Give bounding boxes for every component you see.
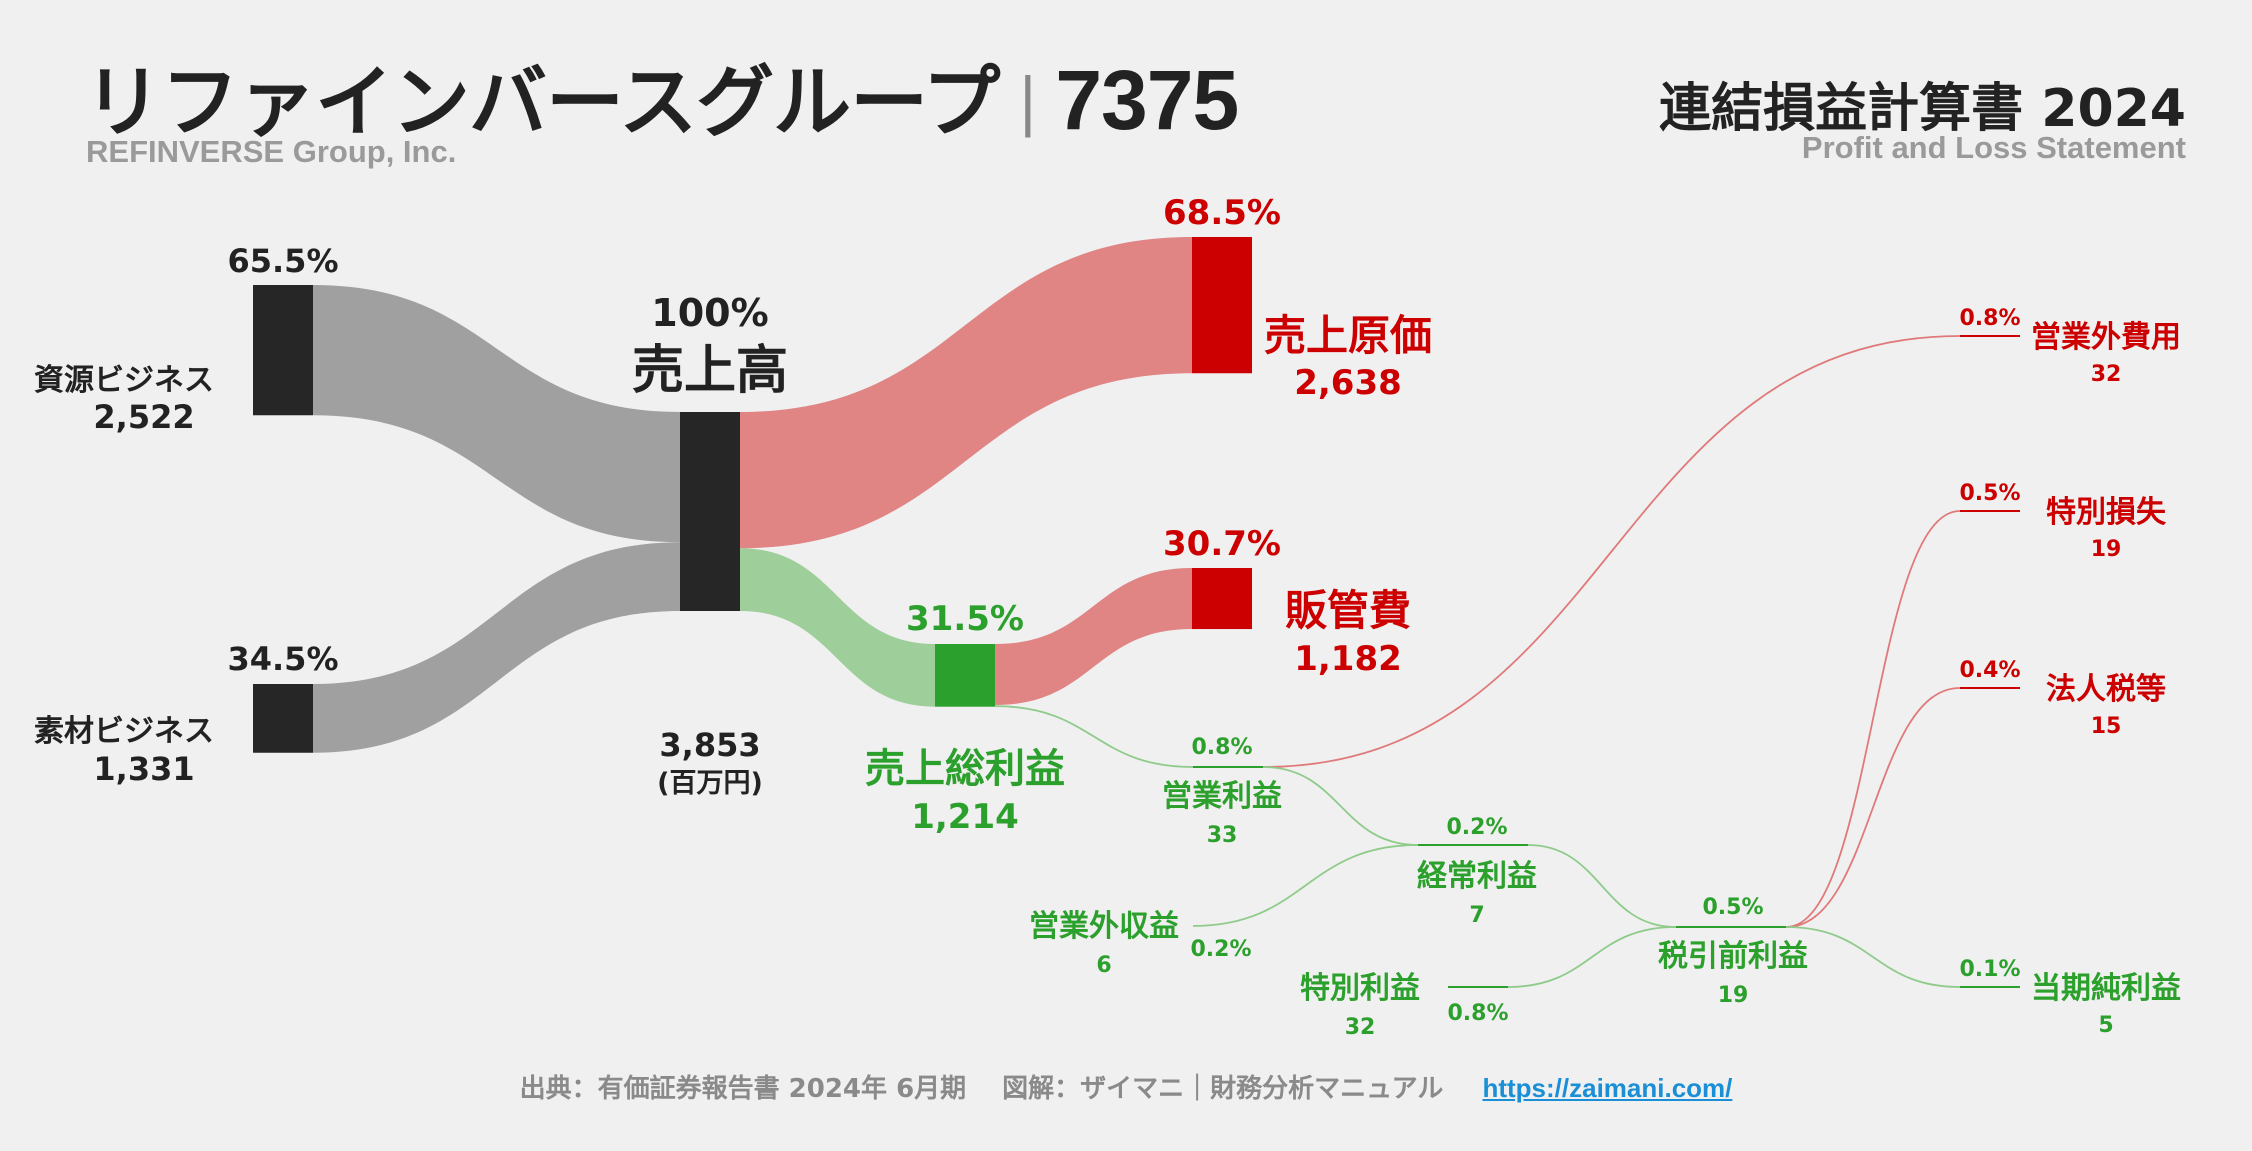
label-value-sozai: 1,331 — [93, 750, 194, 788]
footer-link[interactable]: https://zaimani.com/ — [1482, 1073, 1733, 1103]
node-tax — [1960, 687, 2020, 689]
label-pct-nonop_inc: 0.2% — [1190, 937, 1251, 962]
link-sozai-revenue — [313, 542, 680, 753]
label-pct-net: 0.1% — [1959, 957, 2020, 982]
label-name-nonop_inc: 営業外収益 — [1029, 909, 1179, 944]
node-ordinary — [1418, 844, 1528, 846]
label-pct-special_gain: 0.8% — [1447, 1001, 1508, 1026]
node-op — [1193, 766, 1263, 768]
label-pct-tax: 0.4% — [1959, 658, 2020, 683]
label-value-net: 5 — [2098, 1013, 2113, 1038]
label-name-sga: 販管費 — [1285, 586, 1411, 635]
label-name-sozai: 素材ビジネス — [34, 714, 214, 749]
footer-credit: 図解：ザイマニ｜財務分析マニュアル — [1002, 1074, 1444, 1104]
link-special_gain-pretax — [1507, 926, 1677, 988]
label-name-special_loss: 特別損失 — [2046, 495, 2167, 530]
label-value-nonop_exp: 32 — [2091, 362, 2122, 387]
label-pct-sozai: 34.5% — [227, 640, 338, 678]
label-name-shigen: 資源ビジネス — [34, 363, 214, 398]
label-pct-sga: 30.7% — [1163, 524, 1281, 564]
link-ordinary-pretax — [1527, 844, 1677, 928]
label-pct-ordinary: 0.2% — [1446, 815, 1507, 840]
stock-code: 7375 — [1055, 53, 1239, 147]
label-name-nonop_exp: 営業外費用 — [2031, 320, 2181, 355]
link-nonop_inc-ordinary — [1192, 844, 1419, 927]
statement-title: 連結損益計算書 2024 — [1659, 79, 2186, 139]
link-pretax-net — [1785, 926, 1961, 988]
label-name-net: 当期純利益 — [2031, 971, 2181, 1006]
label-name-tax: 法人税等 — [2046, 672, 2166, 707]
label-value-special_gain: 32 — [1345, 1015, 1376, 1040]
label-name-ordinary: 経常利益 — [1417, 859, 1537, 894]
label-pct-cogs: 68.5% — [1163, 193, 1281, 233]
sankey-nodes — [253, 237, 2020, 988]
label-value-shigen: 2,522 — [93, 398, 194, 436]
label-value-revenue: 3,853 — [659, 726, 760, 764]
label-name-op: 営業利益 — [1162, 779, 1282, 814]
link-gross-sga — [995, 568, 1192, 706]
company-name-en: REFINVERSE Group, Inc. — [86, 134, 457, 169]
node-special_loss — [1960, 510, 2020, 512]
label-pct-op: 0.8% — [1191, 735, 1252, 760]
node-pretax — [1676, 926, 1786, 928]
node-shigen — [253, 285, 313, 416]
link-revenue-gross — [740, 548, 935, 707]
link-op-nonop_exp — [1262, 335, 1961, 768]
footer-source: 出典：有価証券報告書 2024年 6月期 — [519, 1074, 967, 1104]
label-unit-revenue: (百万円) — [657, 768, 763, 799]
sankey-links — [313, 237, 1961, 988]
label-value-pretax: 19 — [1718, 983, 1749, 1008]
label-pct-pretax: 0.5% — [1702, 895, 1763, 920]
node-revenue — [680, 412, 740, 612]
node-special_gain — [1448, 986, 1508, 988]
label-name-gross: 売上総利益 — [865, 746, 1065, 792]
link-pretax-tax — [1785, 687, 1961, 928]
label-name-cogs: 売上原価 — [1264, 311, 1432, 360]
label-value-gross: 1,214 — [911, 797, 1019, 837]
link-pretax-special_loss — [1785, 510, 1961, 928]
company-name: リファインバースグループ — [84, 58, 1000, 148]
chart-title: リファインバースグループ | 7375 — [84, 40, 1239, 152]
label-pct-special_loss: 0.5% — [1959, 481, 2020, 506]
node-sga — [1192, 568, 1252, 630]
title-separator: | — [1017, 65, 1038, 138]
link-shigen-revenue — [313, 285, 680, 543]
label-value-sga: 1,182 — [1294, 639, 1402, 679]
label-name-pretax: 税引前利益 — [1658, 939, 1808, 974]
label-pct-nonop_exp: 0.8% — [1959, 306, 2020, 331]
label-value-op: 33 — [1207, 823, 1238, 848]
label-pct-gross: 31.5% — [906, 599, 1024, 639]
node-cogs — [1192, 237, 1252, 374]
label-pct-revenue: 100% — [651, 291, 768, 335]
label-name-special_gain: 特別利益 — [1300, 971, 1420, 1006]
label-pct-shigen: 65.5% — [227, 242, 338, 280]
label-value-nonop_inc: 6 — [1096, 953, 1111, 978]
node-gross — [935, 644, 995, 707]
link-op-ordinary — [1262, 766, 1419, 846]
node-sozai — [253, 684, 313, 753]
label-value-ordinary: 7 — [1469, 903, 1484, 928]
statement-title-en: Profit and Loss Statement — [1801, 130, 2186, 165]
node-nonop_exp — [1960, 335, 2020, 337]
label-value-tax: 15 — [2091, 714, 2122, 739]
label-value-special_loss: 19 — [2091, 537, 2122, 562]
node-net — [1960, 986, 2020, 988]
footer: 出典：有価証券報告書 2024年 6月期 図解：ザイマニ｜財務分析マニュアル ht… — [0, 1068, 2252, 1105]
link-revenue-cogs — [740, 237, 1192, 549]
label-name-revenue: 売上高 — [632, 341, 788, 401]
link-gross-op — [994, 705, 1194, 768]
label-value-cogs: 2,638 — [1294, 363, 1402, 403]
